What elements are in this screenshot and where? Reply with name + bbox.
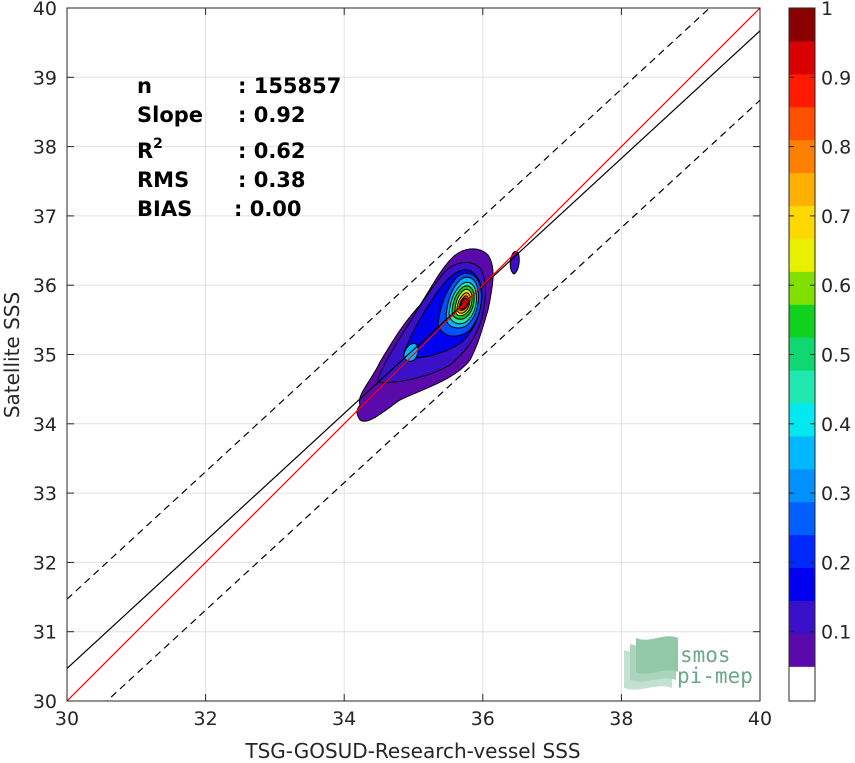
y-tick-label-0: 30 (33, 691, 57, 713)
y-tick-label-3: 33 (33, 483, 57, 505)
stat-r2-label: R2 (137, 136, 163, 163)
y-tick-label-4: 34 (33, 414, 57, 436)
colorbar-tick-label-3: 0.4 (821, 414, 851, 436)
y-tick-label-2: 32 (33, 552, 57, 574)
colorbar-tick-label-9: 1 (821, 0, 833, 20)
stats-box: n : 155857 Slope : 0.92 R2 : 0.62 RMS : … (137, 74, 341, 221)
stat-r2-base: R (137, 139, 153, 163)
colorbar-tick-label-5: 0.6 (821, 275, 851, 297)
logo-line1: smos (680, 643, 731, 667)
colorbar-segment-6 (789, 435, 815, 470)
stat-bias-value: : 0.00 (234, 197, 302, 221)
colorbar-segment-7 (789, 403, 815, 437)
stat-slope-label: Slope (137, 103, 203, 127)
stat-bias-label: BIAS (137, 197, 192, 221)
colorbar-segment-5 (789, 468, 815, 503)
colorbar-tick-label-2: 0.3 (821, 483, 851, 505)
y-tick-label-5: 35 (33, 345, 57, 367)
colorbar-tick-label-1: 0.2 (821, 552, 851, 574)
y-tick-label-9: 39 (33, 67, 57, 89)
colorbar-segment-9 (789, 337, 815, 371)
colorbar-segment-17 (789, 73, 815, 108)
colorbar-segment-10 (789, 304, 815, 338)
colorbar-segment-13 (789, 205, 815, 239)
y-tick-label-10: 40 (33, 0, 57, 20)
x-tick-label-0: 30 (55, 708, 79, 730)
colorbar-segment-0 (789, 633, 815, 667)
colorbar-segment-19 (789, 8, 815, 42)
smos-pimep-logo: smos pi-mep (624, 636, 753, 690)
colorbar-segment-4 (789, 501, 815, 536)
colorbar-segment-11 (789, 271, 815, 305)
stat-rms-value: : 0.38 (238, 168, 306, 192)
stat-r2-superscript: 2 (153, 136, 163, 152)
reference-lines (67, 8, 760, 701)
x-tick-label-1: 32 (194, 708, 218, 730)
y-axis-label: Satellite SSS (0, 292, 24, 418)
colorbar-segment-2 (789, 567, 815, 602)
y-tick-label-6: 36 (33, 275, 57, 297)
colorbar-tick-label-6: 0.7 (821, 206, 851, 228)
colorbar-segment-15 (789, 139, 815, 174)
stat-n-value: : 155857 (238, 74, 341, 98)
colorbar: 0.1 0.2 0.3 0.4 0.5 0.6 0.7 0.8 0.9 1 (788, 0, 851, 702)
y-tick-label-8: 38 (33, 137, 57, 159)
stat-rms-label: RMS (137, 168, 189, 192)
colorbar-segment-3 (789, 534, 815, 569)
colorbar-segment-16 (789, 106, 815, 141)
stat-r2-value: : 0.62 (238, 139, 306, 163)
colorbar-segment-1 (789, 600, 815, 634)
logo-line2: pi-mep (677, 664, 753, 688)
regression-line (67, 30, 760, 669)
y-tick-label-7: 37 (33, 206, 57, 228)
colorbar-tick-label-7: 0.8 (821, 137, 851, 159)
colorbar-tick-label-0: 0.1 (821, 622, 851, 644)
colorbar-segment-8 (789, 370, 815, 404)
colorbar-segment-14 (789, 172, 815, 207)
colorbar-segment-12 (789, 238, 815, 272)
lower-bound-line (106, 99, 760, 701)
x-axis: 30 32 34 36 38 40 (55, 8, 772, 730)
stat-slope-value: : 0.92 (238, 103, 306, 127)
colorbar-tick-label-8: 0.9 (821, 67, 851, 89)
stat-n-label: n (137, 74, 152, 98)
x-tick-label-4: 38 (609, 708, 633, 730)
y-tick-label-1: 31 (33, 622, 57, 644)
x-tick-label-5: 40 (748, 708, 772, 730)
identity-line (67, 8, 760, 701)
x-axis-label: TSG-GOSUD-Research-vessel SSS (244, 739, 580, 763)
logo-emblem-icon (624, 636, 678, 690)
colorbar-tick-label-4: 0.5 (821, 345, 851, 367)
colorbar-segment-18 (789, 40, 815, 75)
x-tick-label-2: 34 (332, 708, 356, 730)
y-axis: 30 31 32 33 34 35 36 37 38 39 40 (33, 0, 760, 713)
density-contours (356, 248, 520, 422)
colorbar-empty-segment (789, 666, 815, 701)
x-tick-label-3: 36 (471, 708, 495, 730)
upper-bound-line (67, 8, 711, 600)
